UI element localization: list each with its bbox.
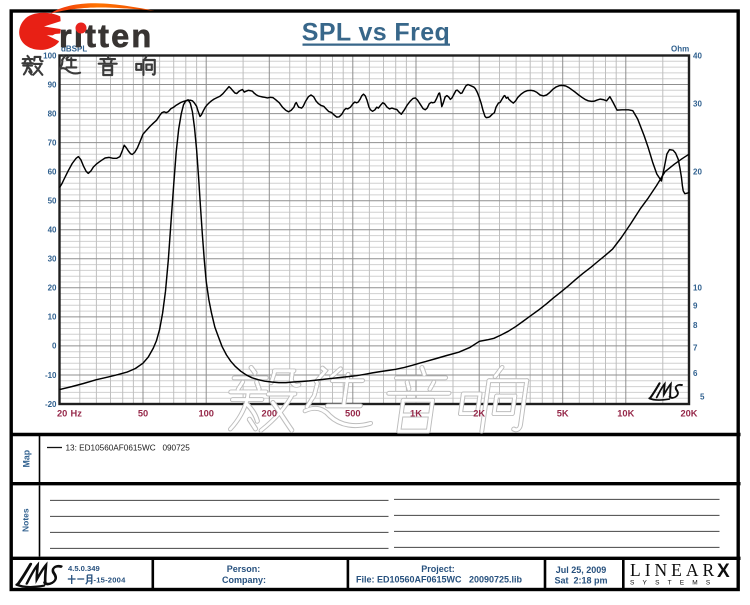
svg-text:dBSPL: dBSPL	[61, 45, 87, 54]
svg-text:50: 50	[48, 197, 57, 206]
svg-text:100: 100	[43, 51, 57, 60]
svg-text:30: 30	[693, 100, 702, 109]
svg-text:9: 9	[693, 301, 698, 310]
svg-text:5: 5	[700, 392, 705, 401]
svg-text:13: ED10560AF0615WC 090725: 13: ED10560AF0615WC 090725	[66, 444, 191, 453]
svg-text:-10: -10	[45, 371, 57, 380]
svg-text:70: 70	[48, 138, 57, 147]
svg-text:40: 40	[693, 51, 702, 60]
svg-text:30: 30	[48, 255, 57, 264]
svg-text:Notes: Notes	[21, 508, 31, 532]
svg-text:Company:: Company:	[222, 575, 266, 585]
svg-text:90: 90	[48, 80, 57, 89]
svg-text:File: ED10560AF0615WC 200907: File: ED10560AF0615WC 20090725.lib	[356, 575, 523, 585]
svg-text:50: 50	[138, 409, 148, 419]
svg-text:20: 20	[57, 409, 67, 419]
svg-text:SYSTEMS: SYSTEMS	[630, 580, 718, 587]
svg-text:SPL vs Freq: SPL vs Freq	[302, 19, 450, 47]
svg-text:Map: Map	[22, 449, 32, 467]
svg-text:Hz: Hz	[71, 409, 83, 419]
svg-text:10: 10	[693, 284, 702, 293]
svg-text:6: 6	[693, 369, 698, 378]
svg-text:20K: 20K	[680, 409, 697, 419]
svg-text:10K: 10K	[617, 409, 634, 419]
svg-text:40: 40	[48, 226, 57, 235]
svg-text:Jul 25, 2009: Jul 25, 2009	[556, 565, 607, 575]
svg-text:Ohm: Ohm	[671, 45, 689, 54]
svg-text:500: 500	[345, 409, 361, 419]
svg-text:200: 200	[262, 409, 278, 419]
svg-text:1K: 1K	[410, 409, 422, 419]
svg-text:Project:: Project:	[421, 564, 455, 574]
svg-text:Sat 2:18 pm: Sat 2:18 pm	[554, 576, 607, 586]
svg-text:rıtten: rıtten	[59, 18, 153, 54]
svg-text:7: 7	[693, 343, 698, 352]
svg-text:4.5.0.349: 4.5.0.349	[68, 564, 100, 573]
svg-text:-20: -20	[45, 400, 57, 409]
svg-text:LINEAR: LINEAR	[630, 560, 718, 580]
svg-text:0: 0	[52, 342, 57, 351]
svg-text:20: 20	[48, 284, 57, 293]
svg-text:Person:: Person:	[227, 564, 261, 574]
svg-text:60: 60	[48, 168, 57, 177]
svg-text:-15-2004: -15-2004	[94, 576, 127, 585]
svg-text:20: 20	[693, 168, 702, 177]
svg-text:80: 80	[48, 109, 57, 118]
svg-text:10: 10	[48, 313, 57, 322]
svg-text:100: 100	[198, 409, 214, 419]
svg-text:5K: 5K	[557, 409, 569, 419]
svg-text:2K: 2K	[473, 409, 485, 419]
svg-text:X: X	[717, 561, 730, 582]
svg-text:8: 8	[693, 321, 698, 330]
